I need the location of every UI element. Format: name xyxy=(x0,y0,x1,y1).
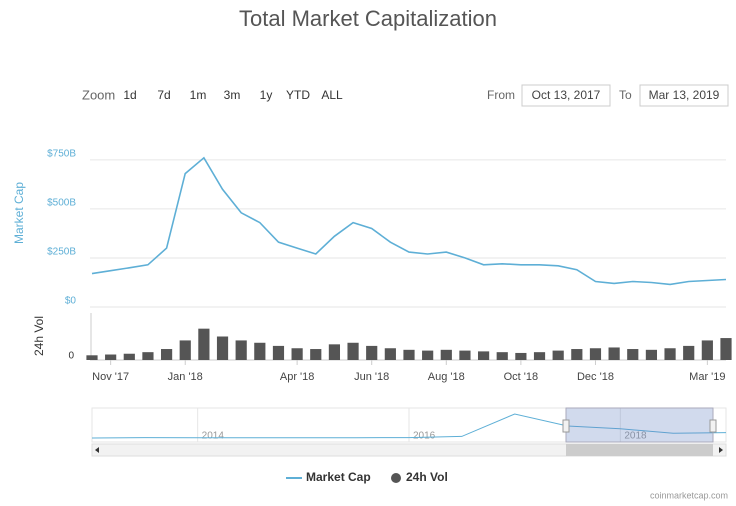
zoom-button[interactable]: ALL xyxy=(321,88,343,102)
volume-bar xyxy=(272,345,285,360)
volume-bar xyxy=(515,352,527,360)
navigator-label: 2016 xyxy=(413,431,436,442)
x-tick-label: Aug '18 xyxy=(428,371,465,383)
navigator-label: 2018 xyxy=(624,431,647,442)
x-tick-label: Apr '18 xyxy=(280,371,315,383)
zoom-button[interactable]: 1m xyxy=(190,88,207,102)
volume-bar xyxy=(366,345,378,360)
scrollbar-thumb[interactable] xyxy=(566,444,713,456)
volume-bar xyxy=(291,348,303,360)
volume-bar xyxy=(347,342,359,360)
credit: coinmarketcap.com xyxy=(650,490,728,500)
navigator-selection[interactable] xyxy=(565,407,714,443)
navigator-label: 2014 xyxy=(202,431,225,442)
zoom-button-bg[interactable] xyxy=(116,86,144,106)
volume-bar xyxy=(664,348,676,360)
scrollbar-right[interactable] xyxy=(719,447,723,453)
volume-bar xyxy=(403,349,415,360)
to-input[interactable] xyxy=(639,84,729,107)
zoom-button-bg[interactable] xyxy=(218,86,246,106)
zoom-button[interactable]: 3m xyxy=(224,88,241,102)
volume-bar xyxy=(422,350,434,360)
volume-bar xyxy=(123,353,135,360)
volume-bar xyxy=(179,340,191,360)
y2-tick-label: 0 xyxy=(68,351,74,362)
volume-bar xyxy=(720,338,732,360)
volume-bar xyxy=(496,352,508,360)
volume-bar xyxy=(86,355,98,360)
to-date[interactable]: Mar 13, 2019 xyxy=(649,88,720,102)
zoom-button-bg[interactable] xyxy=(252,86,280,106)
x-tick-label: Jun '18 xyxy=(354,371,389,383)
volume-bar xyxy=(683,345,695,360)
volume-bar xyxy=(440,349,452,360)
zoom-label: Zoom xyxy=(82,87,115,102)
y-tick-label: $750B xyxy=(47,148,76,159)
zoom-button-bg[interactable] xyxy=(184,86,212,106)
y-tick-label: $250B xyxy=(47,247,76,258)
x-tick-label: Mar '19 xyxy=(689,371,725,383)
x-tick-label: Dec '18 xyxy=(577,371,614,383)
volume-bar xyxy=(645,349,658,360)
zoom-button[interactable]: YTD xyxy=(286,88,310,102)
zoom-button-bg[interactable] xyxy=(284,86,312,106)
volume-bar xyxy=(477,351,490,360)
volume-bar xyxy=(310,349,322,360)
legend-label[interactable]: Market Cap xyxy=(306,470,371,484)
y-axis-title: Market Cap xyxy=(12,182,26,244)
navigator-handle[interactable] xyxy=(709,419,717,433)
volume-bar xyxy=(627,349,639,360)
volume-bar xyxy=(216,336,229,360)
from-label: From xyxy=(487,88,515,102)
legend-label[interactable]: 24h Vol xyxy=(406,470,448,484)
volume-bar xyxy=(254,342,266,360)
volume-bar xyxy=(235,340,247,360)
volume-bar xyxy=(328,344,341,360)
chart-title: Total Market Capitalization xyxy=(239,6,497,31)
volume-bar xyxy=(701,340,713,360)
navigator-line xyxy=(91,413,727,439)
x-tick-label: Jan '18 xyxy=(168,371,203,383)
zoom-button[interactable]: 1y xyxy=(260,88,273,102)
y-tick-label: $500B xyxy=(47,198,76,209)
navigator-handle[interactable] xyxy=(562,419,570,433)
volume-bar xyxy=(142,352,154,360)
x-tick-label: Nov '17 xyxy=(92,371,129,383)
volume-bar xyxy=(459,350,471,360)
from-date[interactable]: Oct 13, 2017 xyxy=(532,88,601,102)
volume-bar xyxy=(571,349,583,360)
price-line xyxy=(91,156,727,286)
volume-bar xyxy=(105,354,117,360)
volume-bar xyxy=(589,348,602,360)
y-tick-label: $0 xyxy=(65,296,77,307)
zoom-button-bg[interactable] xyxy=(150,86,178,106)
scrollbar-left[interactable] xyxy=(95,447,99,453)
zoom-button[interactable]: 7d xyxy=(157,88,170,102)
zoom-button-bg[interactable] xyxy=(318,86,346,106)
to-label: To xyxy=(619,88,632,102)
y2-axis-title: 24h Vol xyxy=(32,316,46,356)
volume-bar xyxy=(198,328,210,360)
volume-bar xyxy=(608,347,620,360)
volume-bar xyxy=(160,349,173,360)
from-input[interactable] xyxy=(521,84,611,107)
legend-dot[interactable] xyxy=(391,473,401,483)
volume-bar xyxy=(384,348,396,360)
volume-bar xyxy=(552,350,564,360)
zoom-button[interactable]: 1d xyxy=(123,88,136,102)
volume-bar xyxy=(533,352,546,360)
x-tick-label: Oct '18 xyxy=(504,371,539,383)
